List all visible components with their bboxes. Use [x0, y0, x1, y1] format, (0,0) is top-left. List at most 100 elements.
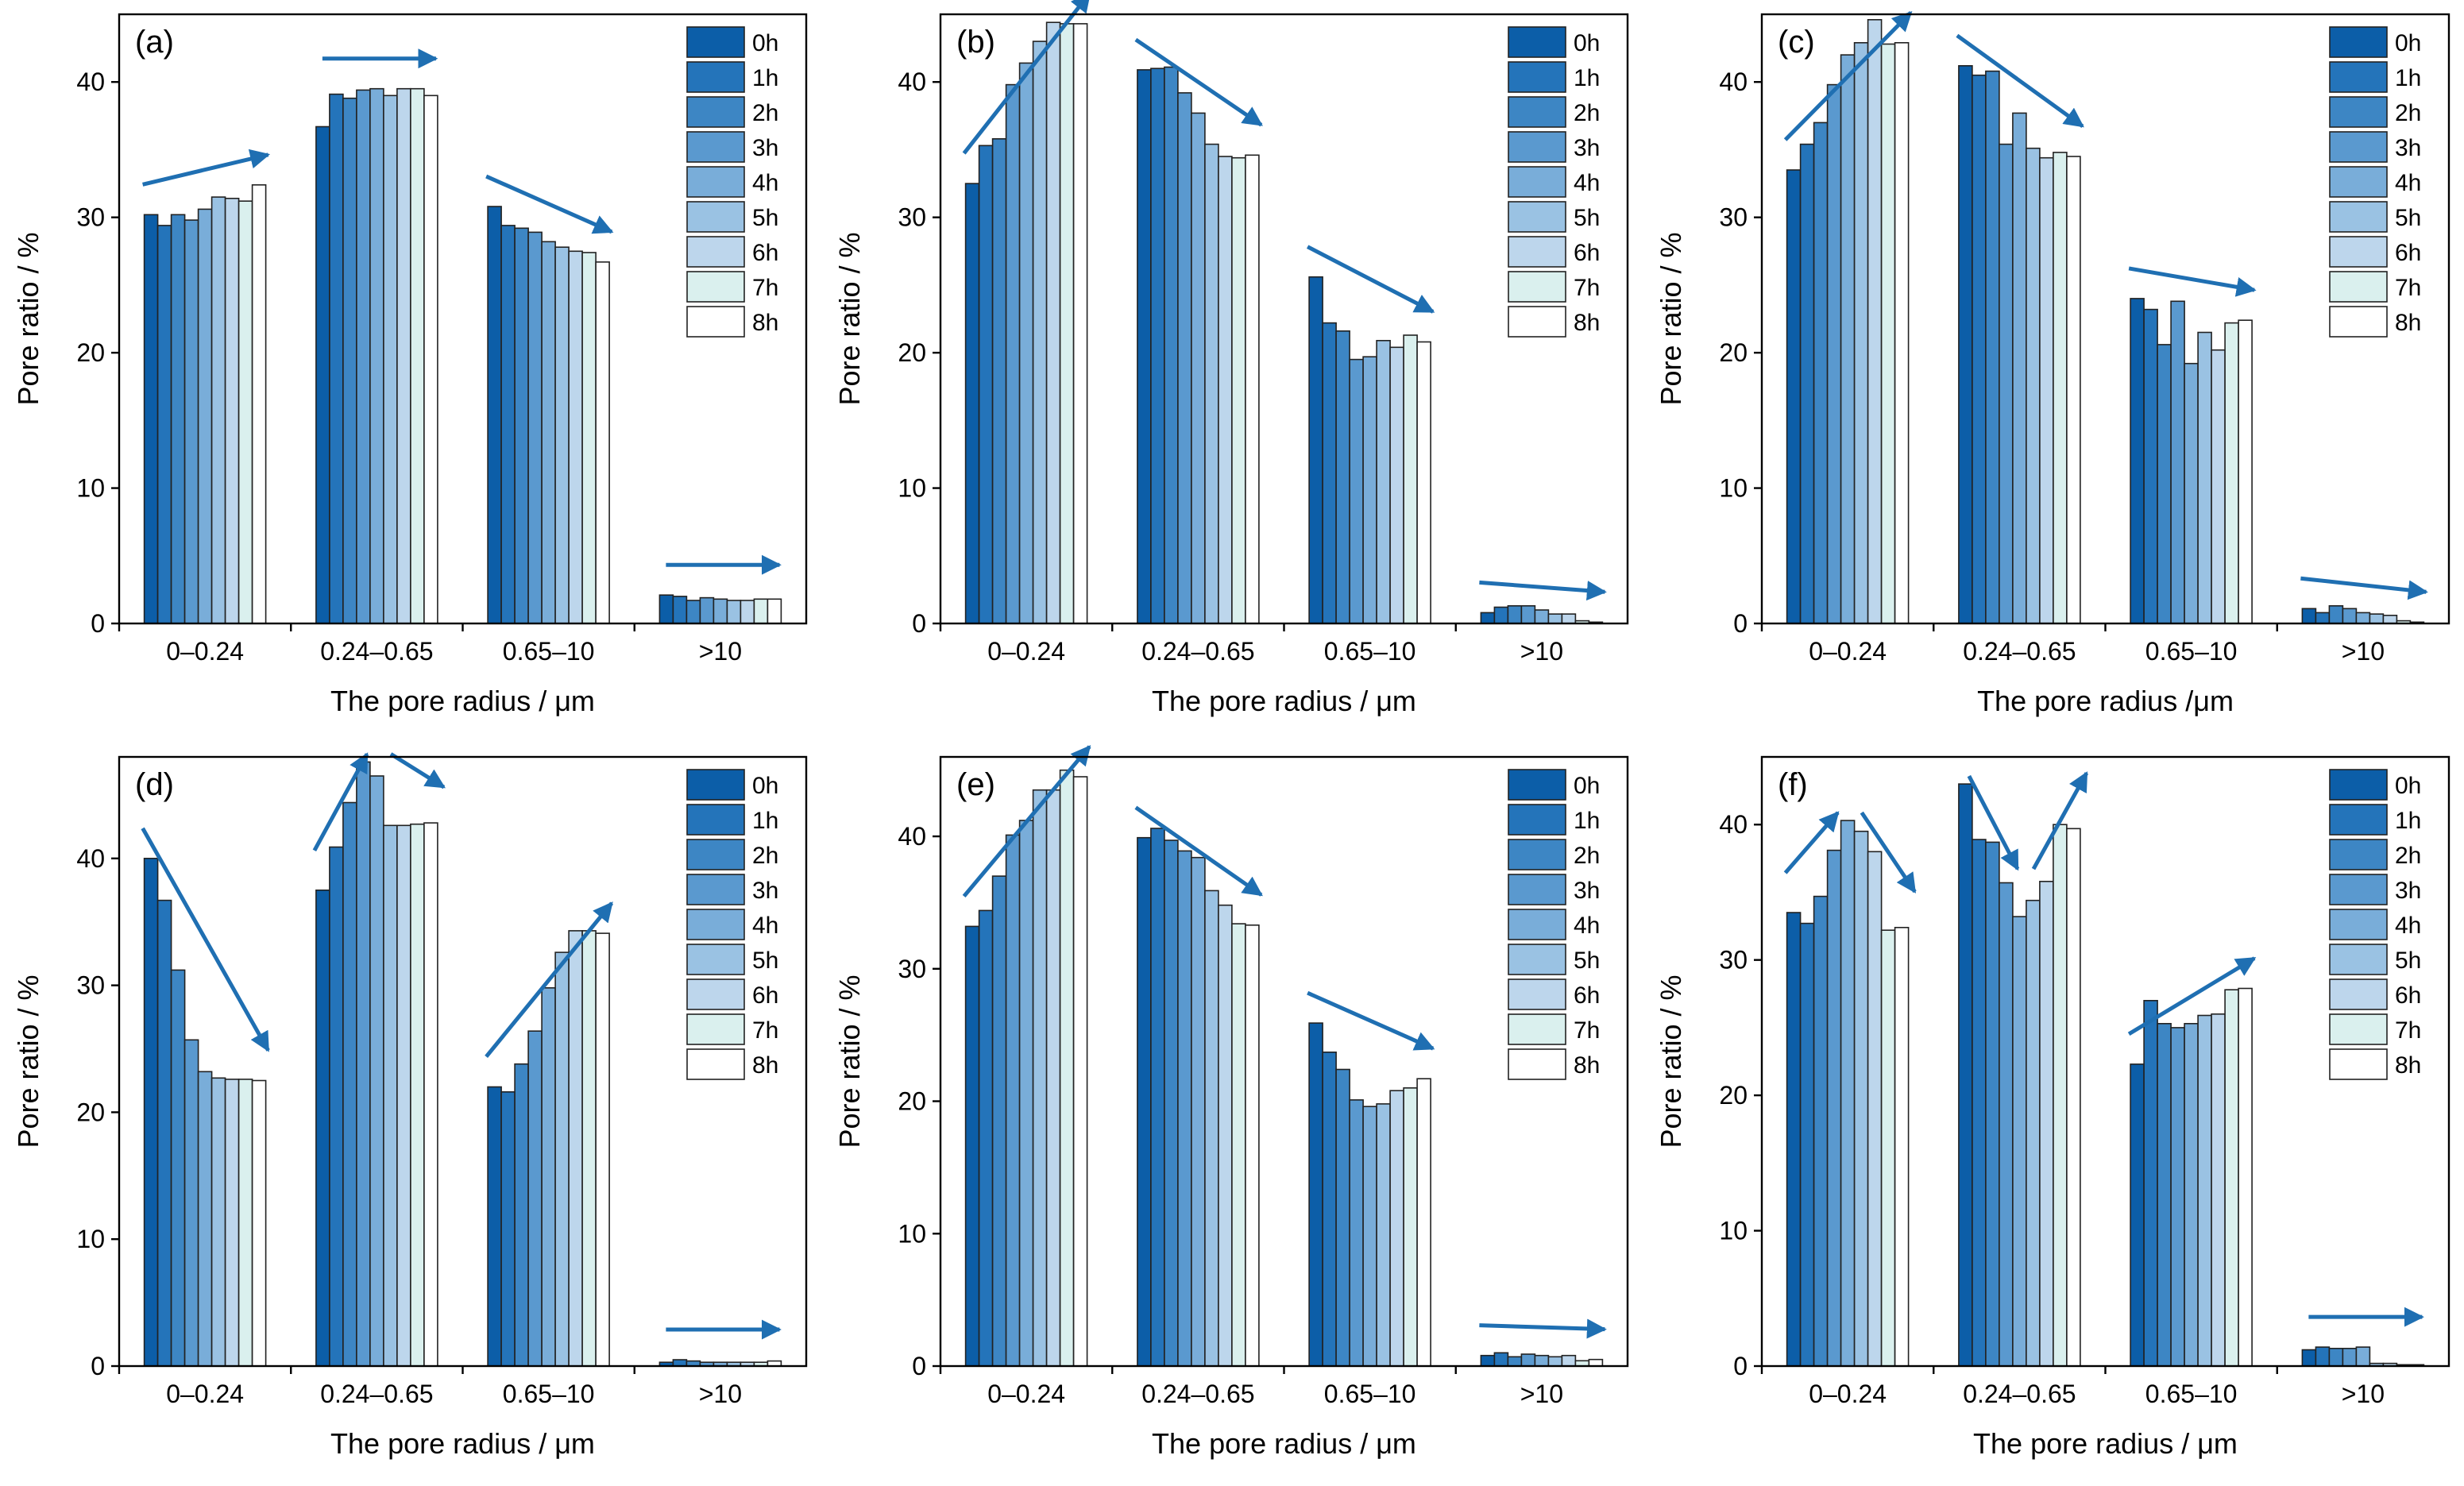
bar-6h-cat3: [1561, 1354, 1577, 1367]
bar-1h-cat0: [1799, 143, 1815, 624]
trend-arrow-cat1: [1134, 805, 1263, 897]
legend-label-5h: 5h: [2395, 205, 2421, 231]
panel-letter: (a): [135, 25, 174, 60]
bar-8h-cat0: [1072, 776, 1088, 1367]
panel-letter: (f): [1778, 767, 1808, 802]
y-axis-title: Pore ratio / %: [1655, 232, 1687, 405]
legend-swatch-8h: [2329, 306, 2388, 338]
bar-6h-cat2: [568, 250, 583, 624]
bar-0h-cat2: [487, 206, 502, 624]
bar-2h-cat2: [2157, 344, 2172, 624]
bar-7h-cat0: [1880, 929, 1896, 1367]
chart-panel-5: 0 10 20 30 40 0–0.24 0.24–0.65 0.65–10 >10 The po…: [1655, 755, 2450, 1460]
bar-8h-cat1: [1245, 924, 1260, 1367]
bar-2h-cat1: [1164, 66, 1179, 624]
trend-arrow-down-cat0: [1860, 811, 1917, 894]
trend-arrow-cat1: [1956, 33, 2084, 128]
bar-4h-cat3: [2355, 1346, 2371, 1367]
bar-3h-cat2: [1349, 1099, 1364, 1367]
bar-4h-cat2: [1362, 1106, 1377, 1367]
legend-label-3h: 3h: [752, 135, 778, 161]
bar-2h-cat1: [1164, 839, 1179, 1367]
y-tick-label: 10: [1719, 474, 1748, 503]
legend-label-7h: 7h: [2395, 1017, 2421, 1044]
legend-label-2h: 2h: [752, 843, 778, 869]
x-tick-label: >10: [2342, 1380, 2385, 1408]
legend-swatch-1h: [2329, 61, 2388, 93]
legend-label-5h: 5h: [1574, 948, 1600, 974]
bar-6h-cat3: [1561, 613, 1577, 624]
bar-8h-cat2: [1416, 1078, 1431, 1367]
legend-label-3h: 3h: [2395, 135, 2421, 161]
bar-3h-cat0: [183, 1039, 199, 1367]
bar-1h-cat2: [2143, 999, 2158, 1367]
bar-7h-cat0: [1059, 23, 1075, 624]
bar-8h-cat2: [2238, 987, 2253, 1367]
panel-letter: (c): [1778, 25, 1815, 60]
bar-2h-cat0: [991, 138, 1007, 624]
y-tick-label: 20: [76, 1098, 105, 1126]
legend-label-4h: 4h: [2395, 170, 2421, 196]
x-tick-label: 0.65–10: [503, 637, 595, 666]
chart-panel-1: 0 10 20 30 40 0–0.24 0.24–0.65 0.65–10 >10 The po…: [833, 0, 1629, 717]
y-tick-label: 30: [898, 955, 926, 983]
y-tick-label: 30: [1719, 946, 1748, 975]
bar-1h-cat1: [1972, 839, 1987, 1367]
legend-label-4h: 4h: [1574, 913, 1600, 939]
legend-swatch-4h: [686, 909, 745, 940]
y-tick-label: 30: [898, 203, 926, 232]
x-axis-title: The pore radius / μm: [330, 685, 595, 717]
y-tick-label: 20: [898, 338, 926, 367]
bar-6h-cat1: [1218, 156, 1233, 624]
legend-swatch-0h: [686, 769, 745, 801]
bar-6h-cat2: [2211, 349, 2226, 624]
bar-2h-cat2: [1335, 330, 1350, 624]
legend-swatch-3h: [1508, 131, 1566, 163]
bar-6h-cat0: [1045, 789, 1061, 1367]
bar-1h-cat0: [156, 225, 172, 624]
bar-8h-cat2: [595, 932, 610, 1367]
bar-0h-cat3: [2301, 1349, 2317, 1367]
bar-2h-cat2: [2157, 1022, 2172, 1367]
bar-1h-cat1: [329, 93, 344, 624]
legend-swatch-7h: [2329, 271, 2388, 303]
legend-swatch-8h: [1508, 1048, 1566, 1080]
bar-7h-cat2: [1403, 334, 1418, 624]
x-axis-title: The pore radius / μm: [330, 1427, 595, 1460]
bar-1h-cat2: [1322, 1051, 1337, 1367]
legend-swatch-0h: [686, 26, 745, 58]
legend-swatch-3h: [2329, 131, 2388, 163]
legend-swatch-4h: [1508, 166, 1566, 198]
trend-arrow-cat0: [962, 745, 1091, 898]
bar-8h-cat0: [1894, 41, 1910, 624]
bar-4h-cat2: [541, 241, 556, 624]
x-tick-label: >10: [699, 1380, 742, 1408]
legend-label-3h: 3h: [1574, 878, 1600, 904]
bar-2h-cat0: [170, 214, 186, 624]
legend-swatch-3h: [2329, 874, 2388, 905]
bar-2h-cat2: [514, 227, 529, 624]
bar-3h-cat0: [183, 219, 199, 624]
y-tick-label: 40: [1719, 810, 1748, 839]
y-tick-label: 40: [898, 822, 926, 851]
bar-5h-cat0: [1032, 41, 1048, 624]
bar-3h-cat1: [1999, 143, 2014, 624]
bar-3h-cat2: [2170, 1027, 2185, 1367]
bar-2h-cat0: [170, 969, 186, 1367]
bar-6h-cat1: [2039, 156, 2054, 624]
legend-label-6h: 6h: [1574, 982, 1600, 1009]
bar-3h-cat1: [1999, 882, 2014, 1367]
y-axis-title: Pore ratio / %: [1655, 975, 1687, 1148]
bar-3h-cat1: [1177, 92, 1192, 624]
x-tick-label: 0.65–10: [2145, 1380, 2238, 1408]
legend-label-8h: 8h: [2395, 310, 2421, 336]
legend-swatch-7h: [1508, 1013, 1566, 1045]
legend-label-6h: 6h: [752, 240, 778, 266]
bar-7h-cat1: [410, 87, 425, 624]
bar-1h-cat1: [1150, 828, 1165, 1367]
bar-2h-cat3: [686, 600, 701, 624]
bar-7h-cat2: [2224, 322, 2239, 624]
bar-8h-cat0: [1072, 23, 1088, 624]
bar-1h-cat0: [978, 909, 994, 1367]
